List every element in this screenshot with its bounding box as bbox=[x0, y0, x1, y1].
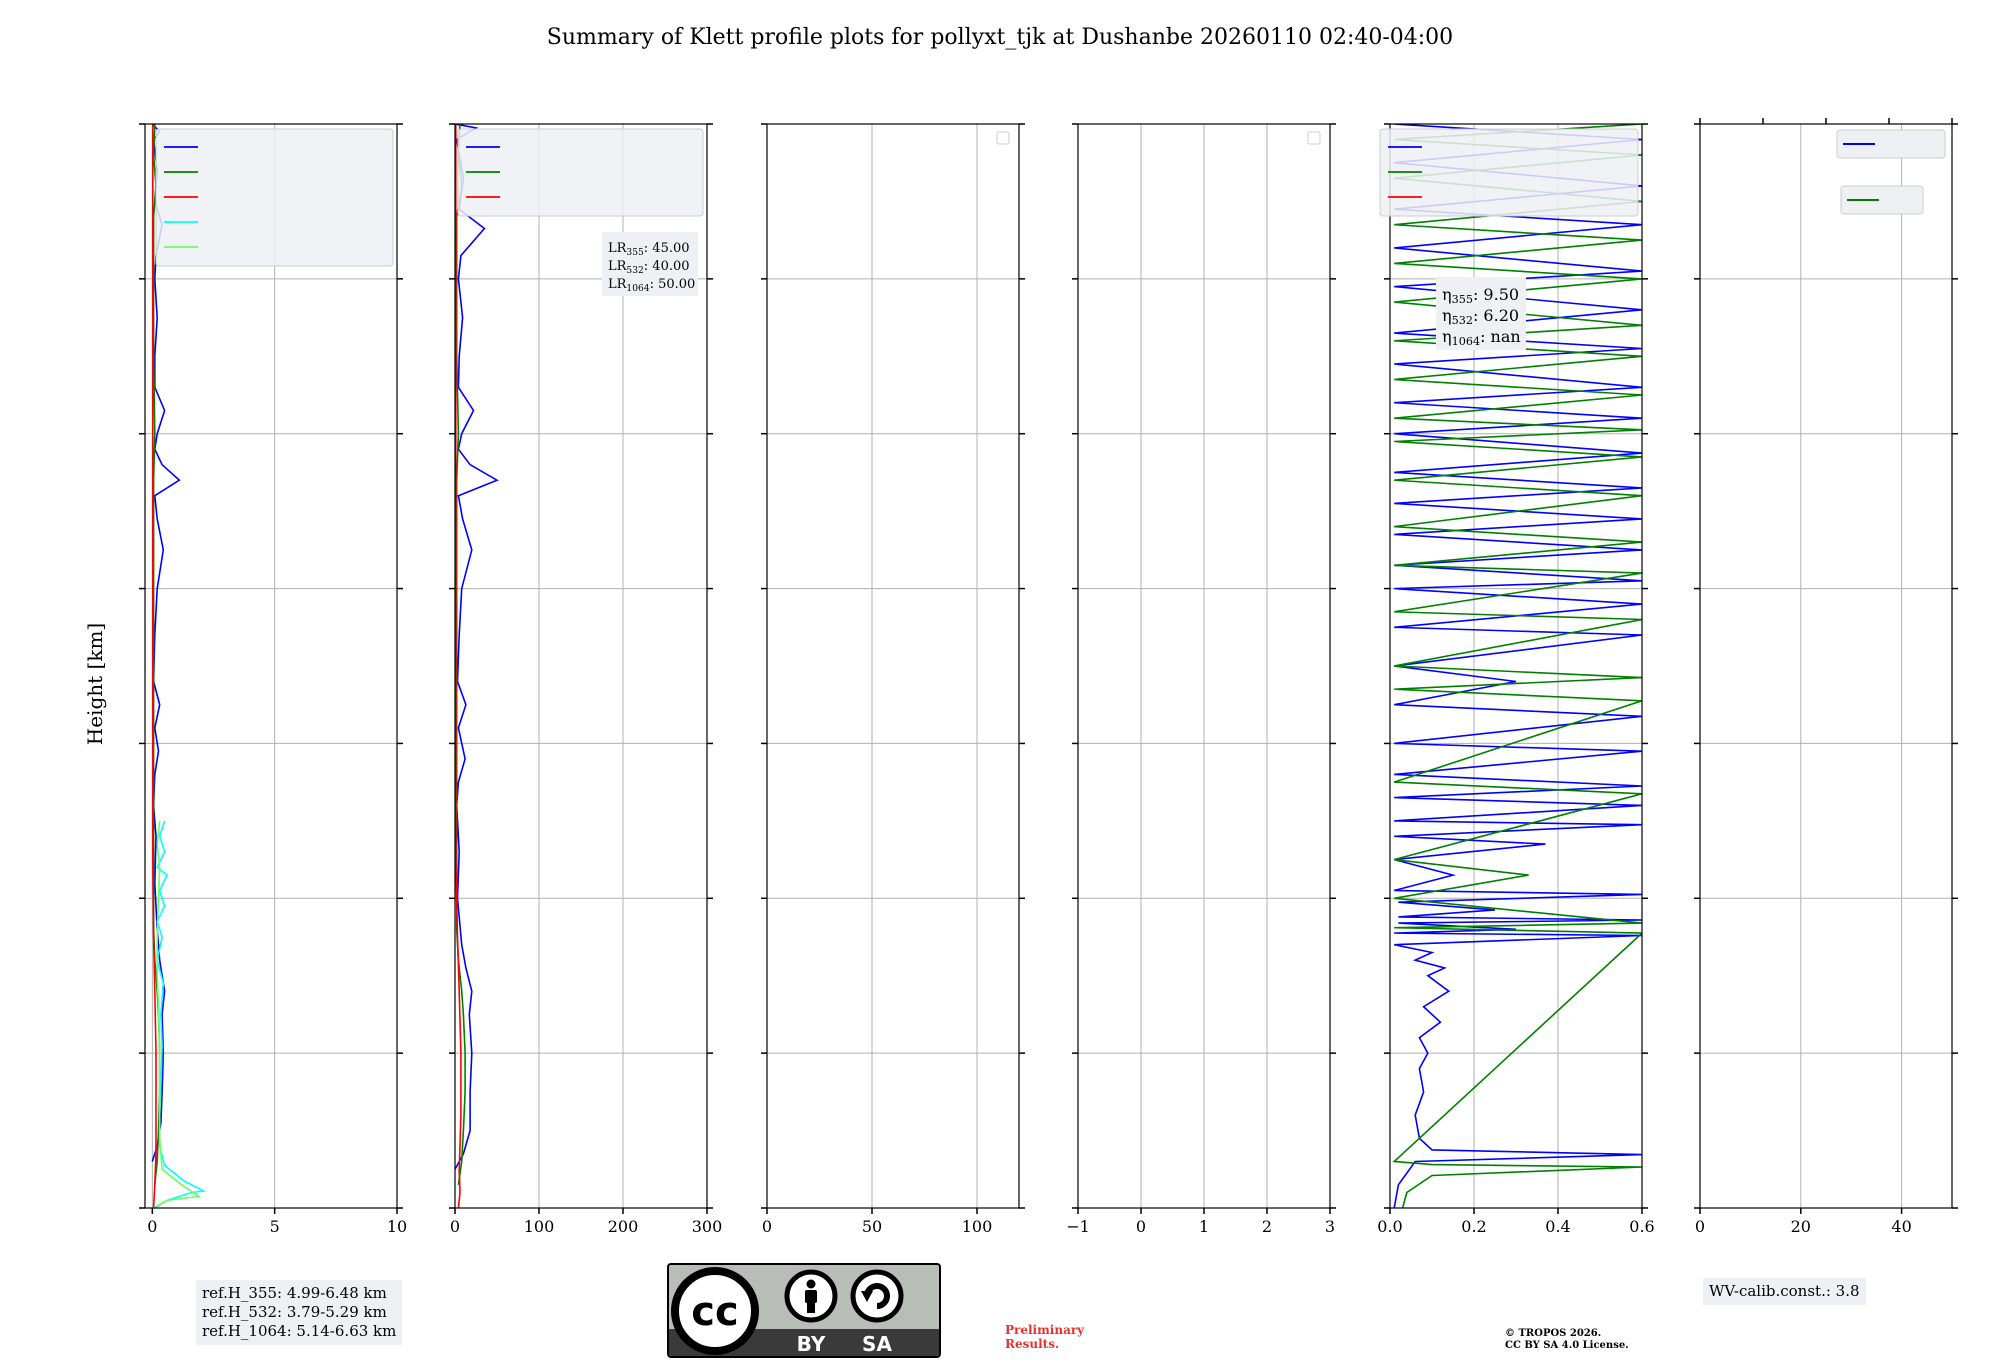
x-tick-label: 0.6 bbox=[1629, 1217, 1654, 1236]
legend-box bbox=[1840, 185, 1924, 215]
sa-arrow-icon bbox=[864, 1283, 890, 1309]
legend-box bbox=[155, 128, 394, 267]
panel-wvmr: 0 20 40 bbox=[1694, 118, 1958, 1236]
x-tick-label: 50 bbox=[862, 1217, 882, 1236]
x-tick-label: 0.4 bbox=[1545, 1217, 1570, 1236]
annotation-LR-355: LR355: 45.00 bbox=[608, 241, 690, 258]
x-tick-label: 10 bbox=[387, 1217, 407, 1236]
series-line-aerBsc_klett_1064_FR bbox=[152, 124, 157, 1208]
x-tick-label: 300 bbox=[692, 1217, 723, 1236]
series-line-aerBsc_klett_532 x LR bbox=[455, 124, 466, 1185]
x-tick-label: 0 bbox=[147, 1217, 157, 1236]
empty-legend-box bbox=[1307, 131, 1321, 145]
wv-calibration-box: WV-calib.const.: 3.8 bbox=[1703, 1278, 1866, 1305]
plot-frame bbox=[766, 123, 1020, 1209]
x-tick-label: 0.0 bbox=[1377, 1217, 1402, 1236]
annotation-η-355: η355: 9.50 bbox=[1442, 285, 1519, 306]
empty-legend-box bbox=[996, 131, 1010, 145]
legend-box bbox=[1379, 128, 1639, 217]
plot-frame bbox=[1699, 123, 1953, 1209]
legend-box bbox=[457, 128, 704, 217]
x-tick-label: 0 bbox=[1136, 1217, 1146, 1236]
by-person-body-icon bbox=[805, 1290, 817, 1303]
by-person-legs-icon bbox=[807, 1301, 815, 1313]
series-line-aerBsc_klett_355_NR bbox=[154, 820, 207, 1208]
cc-circle-icon bbox=[671, 1267, 759, 1355]
x-tick-label: 0.2 bbox=[1461, 1217, 1486, 1236]
copyright-note: © TROPOS 2026. CC BY SA 4.0 License. bbox=[1505, 1328, 1629, 1352]
by-label: BY bbox=[797, 1332, 826, 1356]
copyright-line-2: CC BY SA 4.0 License. bbox=[1505, 1340, 1629, 1351]
x-tick-label: 0 bbox=[762, 1217, 772, 1236]
ref-height-355: ref.H_355: 4.99-6.48 km bbox=[202, 1284, 387, 1302]
y-axis-label: Height [km] bbox=[83, 623, 107, 745]
plot-frame bbox=[144, 123, 398, 1209]
preliminary-line-1: Preliminary bbox=[1005, 1323, 1085, 1337]
series-line-aerBsc_klett_532_NR bbox=[153, 820, 202, 1208]
ref-height-1064: ref.H_1064: 5.14-6.63 km bbox=[202, 1322, 397, 1340]
panel-backscatter: 0 5 10 bbox=[139, 123, 407, 1236]
series-line-aerBsc_klett_355_FR bbox=[151, 124, 181, 1162]
x-tick-label: 40 bbox=[1891, 1217, 1911, 1236]
x-tick-label: 1 bbox=[1199, 1217, 1209, 1236]
series-line-aerBsc_klett_1064 x LR bbox=[455, 124, 462, 1208]
annotation-box bbox=[602, 232, 698, 296]
ref-height-532: ref.H_532: 3.79-5.29 km bbox=[202, 1303, 387, 1321]
x-tick-label: 0 bbox=[1695, 1217, 1705, 1236]
by-person-head-icon bbox=[806, 1279, 816, 1289]
x-tick-label: 0 bbox=[450, 1217, 460, 1236]
series-line-aerBsc_klett_355 x LR bbox=[455, 124, 499, 1170]
annotation-LR-1064: LR1064: 50.00 bbox=[608, 277, 695, 294]
cc-logo-text: cc bbox=[691, 1289, 738, 1335]
x-tick-label: 200 bbox=[608, 1217, 639, 1236]
preliminary-results-note: Preliminary Results. bbox=[1005, 1323, 1084, 1351]
x-tick-label: 20 bbox=[1791, 1217, 1811, 1236]
x-tick-label: 2 bbox=[1262, 1217, 1272, 1236]
legend-box bbox=[1836, 129, 1946, 159]
wv-calibration-constant: WV-calib.const.: 3.8 bbox=[1709, 1282, 1860, 1300]
reference-height-box: ref.H_355: 4.99-6.48 km ref.H_532: 3.79-… bbox=[196, 1280, 403, 1345]
series-line-parDepol_klett_532_FR bbox=[1392, 124, 1642, 1208]
panel-lidar_ratio: 0 50 100 bbox=[761, 123, 1025, 1236]
x-tick-label: 100 bbox=[962, 1217, 993, 1236]
copyright-line-1: © TROPOS 2026. bbox=[1505, 1328, 1602, 1339]
x-tick-label: 100 bbox=[524, 1217, 555, 1236]
preliminary-line-2: Results. bbox=[1005, 1337, 1060, 1351]
figure-title: Summary of Klett profile plots for polly… bbox=[547, 25, 1453, 50]
series-group bbox=[151, 124, 207, 1208]
annotation-η-1064: η1064: nan bbox=[1442, 327, 1521, 348]
annotation-η-532: η532: 6.20 bbox=[1442, 306, 1519, 327]
annotation-box bbox=[1436, 277, 1526, 350]
annotation-LR-532: LR532: 40.00 bbox=[608, 259, 690, 276]
series-group bbox=[1392, 124, 1642, 1208]
x-tick-label: 3 bbox=[1325, 1217, 1335, 1236]
cc-by-sa-license-badge: cc BY SA bbox=[667, 1263, 941, 1358]
panel-angstrom: −1 0 1 2 3 bbox=[1066, 123, 1336, 1236]
sa-share-icon bbox=[850, 1269, 904, 1323]
sa-arrow-head-icon bbox=[861, 1291, 873, 1302]
plot-frame bbox=[1389, 123, 1643, 1209]
x-tick-label: 5 bbox=[270, 1217, 280, 1236]
sa-label: SA bbox=[862, 1332, 892, 1356]
plot-frame bbox=[454, 123, 708, 1209]
x-tick-label: −1 bbox=[1066, 1217, 1090, 1236]
series-group bbox=[455, 124, 499, 1208]
